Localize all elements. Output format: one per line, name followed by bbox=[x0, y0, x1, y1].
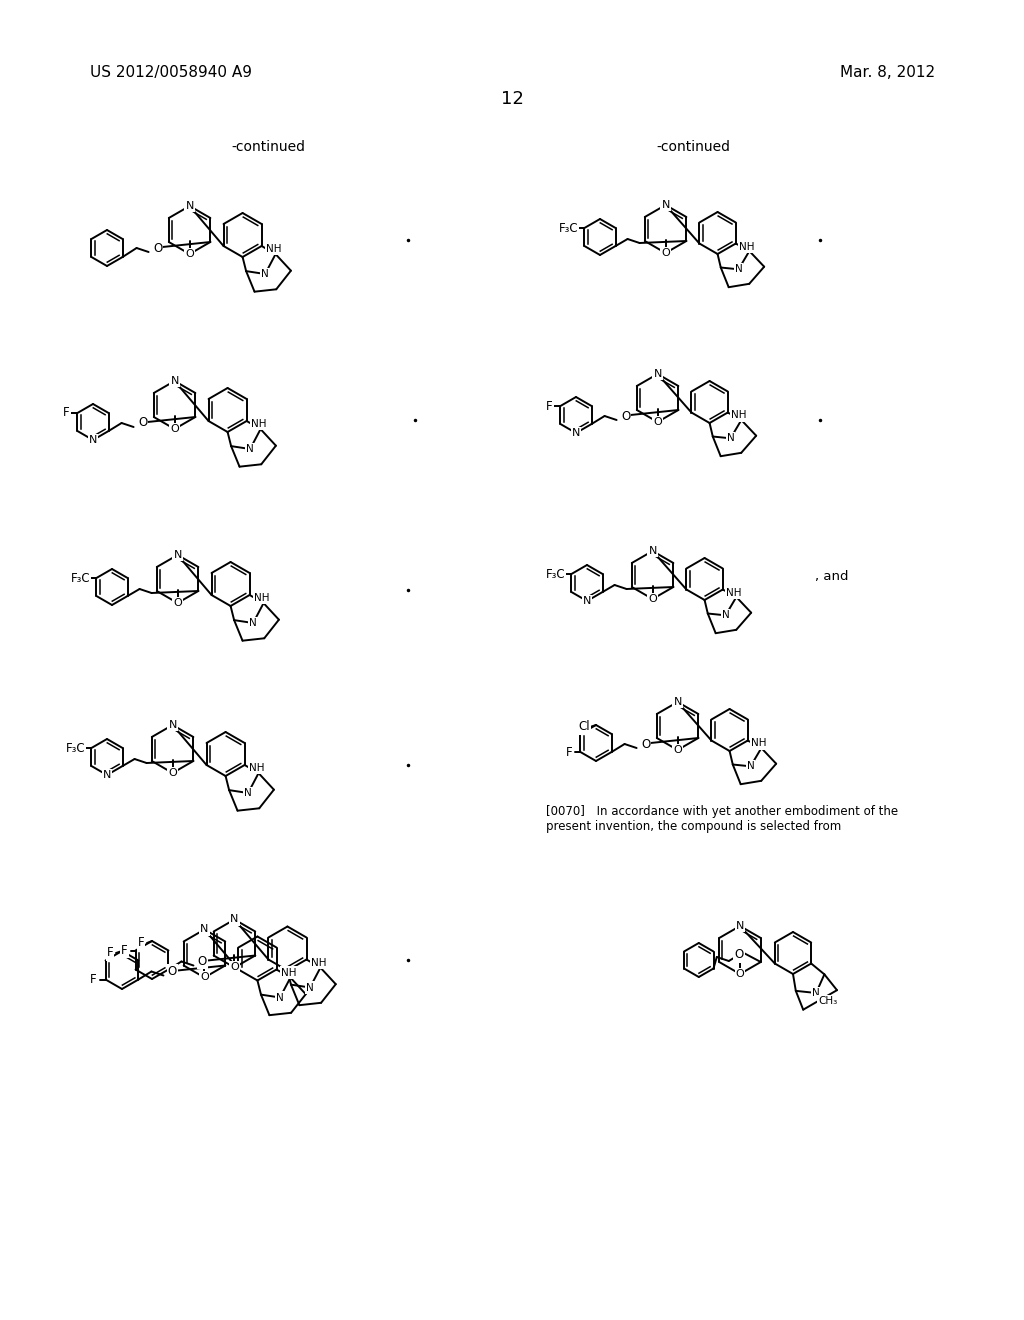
Text: N: N bbox=[736, 921, 744, 931]
Text: NH: NH bbox=[281, 968, 296, 978]
Text: O: O bbox=[673, 744, 682, 755]
Text: F: F bbox=[566, 746, 572, 759]
Text: CH₃: CH₃ bbox=[818, 997, 838, 1006]
Text: F: F bbox=[63, 407, 70, 420]
Text: O: O bbox=[648, 594, 657, 605]
Text: N: N bbox=[727, 433, 734, 444]
Text: N: N bbox=[746, 762, 755, 771]
Text: N: N bbox=[722, 610, 729, 620]
Text: F₃C: F₃C bbox=[559, 222, 579, 235]
Text: US 2012/0058940 A9: US 2012/0058940 A9 bbox=[90, 65, 252, 81]
Text: F: F bbox=[90, 973, 97, 986]
Text: , and: , and bbox=[815, 570, 849, 583]
Text: NH: NH bbox=[249, 763, 264, 774]
Text: N: N bbox=[201, 924, 209, 935]
Text: O: O bbox=[198, 954, 207, 968]
Text: O: O bbox=[200, 973, 209, 982]
Text: -continued: -continued bbox=[656, 140, 730, 154]
Text: 12: 12 bbox=[501, 90, 523, 108]
Text: N: N bbox=[261, 269, 269, 279]
Text: N: N bbox=[89, 436, 97, 445]
Text: O: O bbox=[735, 969, 744, 979]
Text: N: N bbox=[276, 993, 284, 1002]
Text: N: N bbox=[173, 550, 182, 560]
Text: N: N bbox=[170, 376, 179, 385]
Text: O: O bbox=[653, 417, 662, 426]
Text: O: O bbox=[138, 417, 147, 429]
Text: F: F bbox=[121, 944, 128, 957]
Text: O: O bbox=[168, 965, 177, 978]
Text: N: N bbox=[734, 264, 742, 275]
Text: NH: NH bbox=[726, 587, 741, 598]
Text: F₃C: F₃C bbox=[66, 742, 85, 755]
Text: N: N bbox=[583, 597, 591, 606]
Text: O: O bbox=[168, 768, 177, 777]
Text: O: O bbox=[173, 598, 182, 609]
Text: N: N bbox=[249, 618, 257, 628]
Text: O: O bbox=[734, 949, 743, 961]
Text: N: N bbox=[648, 546, 656, 556]
Text: NH: NH bbox=[251, 418, 266, 429]
Text: N: N bbox=[246, 444, 254, 454]
Text: O: O bbox=[170, 424, 179, 434]
Text: NH: NH bbox=[739, 242, 755, 252]
Text: F: F bbox=[546, 400, 553, 412]
Text: NH: NH bbox=[310, 957, 327, 968]
Text: O: O bbox=[641, 738, 650, 751]
Text: O: O bbox=[185, 249, 194, 259]
Text: F: F bbox=[106, 946, 114, 960]
Text: O: O bbox=[230, 962, 239, 973]
Text: Cl: Cl bbox=[579, 721, 590, 734]
Text: N: N bbox=[674, 697, 682, 708]
Text: NH: NH bbox=[266, 244, 282, 253]
Text: N: N bbox=[102, 770, 112, 780]
Text: N: N bbox=[571, 428, 581, 438]
Text: Mar. 8, 2012: Mar. 8, 2012 bbox=[840, 65, 935, 81]
Text: N: N bbox=[245, 788, 252, 799]
Text: -continued: -continued bbox=[231, 140, 305, 154]
Text: F: F bbox=[137, 936, 144, 949]
Text: O: O bbox=[621, 409, 630, 422]
Text: N: N bbox=[662, 201, 670, 210]
Text: N: N bbox=[812, 987, 820, 998]
Text: N: N bbox=[230, 915, 239, 924]
Text: O: O bbox=[662, 248, 670, 257]
Text: N: N bbox=[185, 201, 194, 211]
Text: NH: NH bbox=[254, 593, 269, 603]
Text: F₃C: F₃C bbox=[71, 572, 90, 585]
Text: O: O bbox=[153, 242, 162, 255]
Text: F₃C: F₃C bbox=[546, 568, 565, 581]
Text: NH: NH bbox=[751, 738, 767, 748]
Text: N: N bbox=[168, 719, 177, 730]
Text: N: N bbox=[653, 370, 662, 379]
Text: NH: NH bbox=[731, 411, 746, 421]
Text: N: N bbox=[306, 982, 313, 993]
Text: [0070] In accordance with yet another embodiment of the
present invention, the c: [0070] In accordance with yet another em… bbox=[546, 805, 898, 833]
